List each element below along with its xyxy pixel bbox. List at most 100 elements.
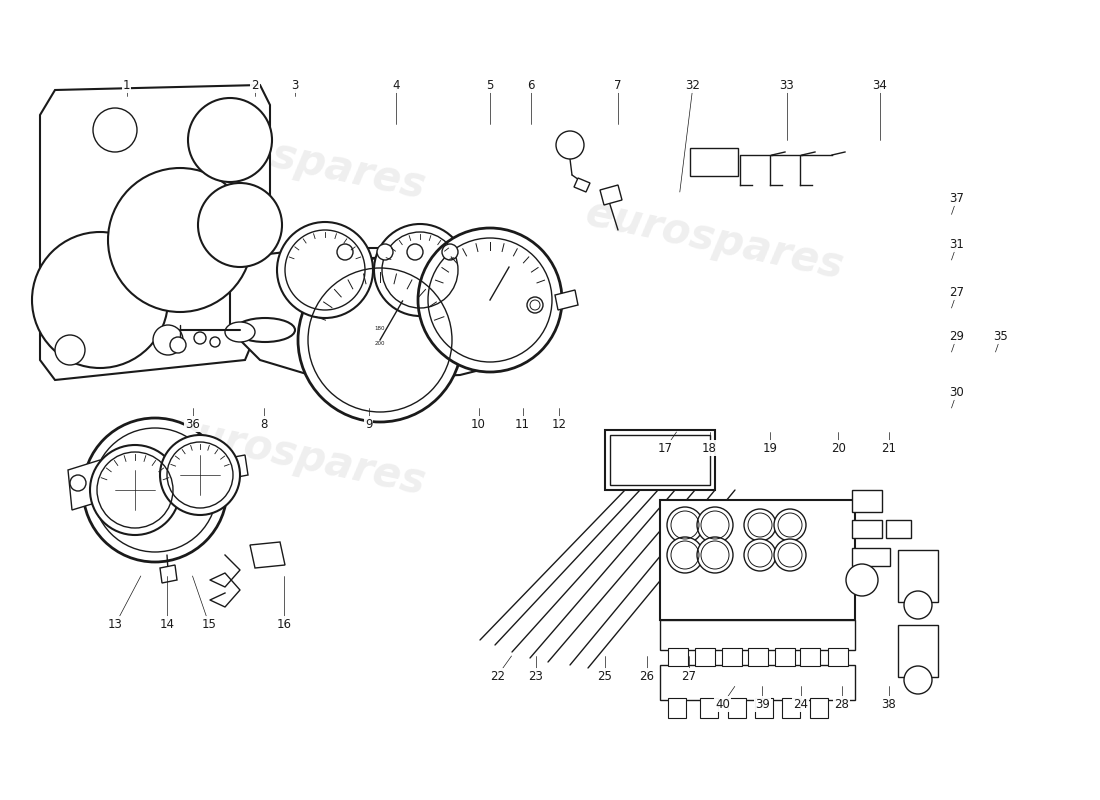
Text: 3: 3 [292, 79, 298, 92]
Text: 23: 23 [528, 670, 543, 682]
Text: eurospares: eurospares [582, 192, 848, 288]
Bar [828, 648, 848, 666]
Bar [605, 430, 715, 490]
Circle shape [210, 337, 220, 347]
Bar [610, 435, 710, 485]
Circle shape [846, 564, 878, 596]
Text: 200: 200 [375, 341, 385, 346]
Text: 28: 28 [834, 698, 849, 710]
Circle shape [904, 666, 932, 694]
Text: 8: 8 [261, 418, 267, 430]
Text: 39: 39 [755, 698, 770, 710]
Circle shape [337, 244, 353, 260]
Circle shape [298, 258, 462, 422]
Text: 14: 14 [160, 618, 175, 630]
Text: 27: 27 [949, 286, 965, 298]
Text: 1: 1 [123, 79, 130, 92]
Circle shape [667, 537, 703, 573]
Text: 20: 20 [830, 442, 846, 454]
Text: 29: 29 [949, 330, 965, 342]
Circle shape [188, 98, 272, 182]
Text: 5: 5 [486, 79, 493, 92]
Circle shape [697, 537, 733, 573]
Text: 26: 26 [639, 670, 654, 682]
Polygon shape [600, 185, 621, 205]
Circle shape [407, 244, 424, 260]
Text: 38: 38 [881, 698, 896, 710]
Text: 27: 27 [681, 670, 696, 682]
Text: 2: 2 [252, 79, 258, 92]
Bar [852, 490, 882, 512]
Circle shape [198, 183, 282, 267]
Text: 17: 17 [658, 442, 673, 454]
Circle shape [170, 337, 186, 353]
Circle shape [527, 297, 543, 313]
Polygon shape [556, 290, 578, 310]
Polygon shape [782, 698, 800, 718]
Circle shape [377, 244, 393, 260]
Text: 13: 13 [108, 618, 123, 630]
Text: 34: 34 [872, 79, 888, 92]
Ellipse shape [235, 318, 295, 342]
Polygon shape [218, 455, 248, 480]
Circle shape [374, 224, 466, 316]
Circle shape [32, 232, 168, 368]
Text: 16: 16 [276, 618, 292, 630]
Circle shape [556, 131, 584, 159]
Text: 10: 10 [471, 418, 486, 430]
Polygon shape [230, 248, 540, 378]
Text: 19: 19 [762, 442, 778, 454]
Circle shape [90, 445, 180, 535]
Circle shape [667, 507, 703, 543]
Text: 37: 37 [949, 192, 965, 205]
Circle shape [82, 418, 227, 562]
Circle shape [153, 325, 183, 355]
Polygon shape [810, 698, 828, 718]
Text: 35: 35 [993, 330, 1009, 342]
Circle shape [774, 509, 806, 541]
Polygon shape [574, 178, 590, 192]
Circle shape [418, 228, 562, 372]
Bar [898, 550, 938, 602]
Text: 22: 22 [490, 670, 505, 682]
Bar [660, 500, 855, 620]
Text: 180: 180 [375, 326, 385, 331]
Bar [748, 648, 768, 666]
Circle shape [55, 335, 85, 365]
Circle shape [160, 435, 240, 515]
Text: 36: 36 [185, 418, 200, 430]
Text: 33: 33 [779, 79, 794, 92]
Bar [776, 648, 795, 666]
Polygon shape [40, 85, 270, 380]
Polygon shape [160, 565, 177, 583]
Circle shape [277, 222, 373, 318]
Circle shape [697, 507, 733, 543]
Text: 25: 25 [597, 670, 613, 682]
Circle shape [194, 332, 206, 344]
Bar [852, 548, 890, 566]
Text: 21: 21 [881, 442, 896, 454]
Bar [852, 520, 882, 538]
Text: 32: 32 [685, 79, 701, 92]
Text: 31: 31 [949, 238, 965, 250]
Bar [668, 648, 688, 666]
Polygon shape [700, 698, 718, 718]
Bar [898, 625, 938, 677]
Text: 24: 24 [793, 698, 808, 710]
Bar [886, 520, 911, 538]
Polygon shape [755, 698, 773, 718]
Circle shape [744, 509, 775, 541]
Circle shape [70, 475, 86, 491]
Circle shape [904, 591, 932, 619]
Circle shape [94, 108, 138, 152]
Polygon shape [668, 698, 686, 718]
Circle shape [442, 244, 458, 260]
Text: eurospares: eurospares [164, 408, 430, 504]
Bar [660, 620, 855, 650]
Text: 18: 18 [702, 442, 717, 454]
Bar [695, 648, 715, 666]
Bar [660, 665, 855, 700]
Polygon shape [68, 460, 104, 510]
Text: 15: 15 [201, 618, 217, 630]
Text: 4: 4 [393, 79, 399, 92]
